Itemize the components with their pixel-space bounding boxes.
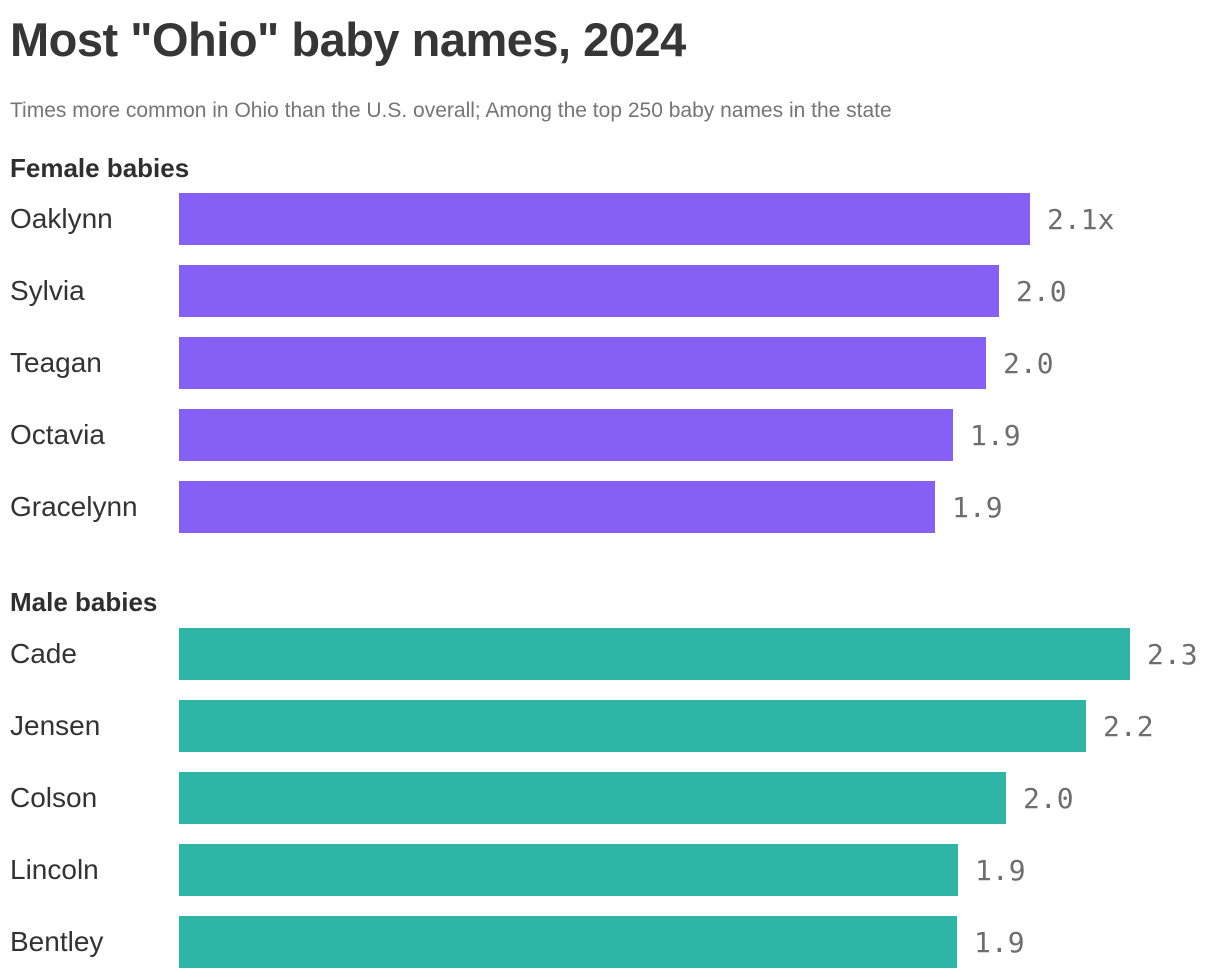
value-label: 2.0 — [1023, 781, 1074, 815]
value-label: 2.1x — [1047, 202, 1115, 236]
bar-female — [179, 193, 1030, 245]
name-label: Octavia — [10, 419, 105, 450]
bar-track: 2.1x — [179, 193, 1220, 245]
name-label: Lincoln — [10, 854, 99, 885]
bar-row-teagan: Teagan 2.0 — [10, 337, 1220, 389]
name-label: Cade — [10, 638, 77, 669]
value-label: 1.9 — [952, 490, 1003, 524]
bar-row-jensen: Jensen 2.2 — [10, 700, 1220, 752]
bar-track: 1.9 — [179, 844, 1220, 896]
bar-track: 2.3 — [179, 628, 1220, 680]
name-label: Teagan — [10, 347, 102, 378]
value-label: 1.9 — [975, 853, 1026, 887]
bar-track: 1.9 — [179, 409, 1220, 461]
bar-male — [179, 700, 1086, 752]
bar-row-octavia: Octavia 1.9 — [10, 409, 1220, 461]
bar-male — [179, 844, 958, 896]
female-section: Female babies Oaklynn 2.1x Sylvia 2.0 Te… — [10, 152, 1220, 533]
bar-female — [179, 481, 935, 533]
value-label: 1.9 — [970, 418, 1021, 452]
section-header-female: Female babies — [10, 153, 190, 183]
name-label: Colson — [10, 782, 98, 813]
bar-row-sylvia: Sylvia 2.0 — [10, 265, 1220, 317]
value-label: 1.9 — [974, 925, 1025, 959]
bar-row-cade: Cade 2.3 — [10, 628, 1220, 680]
bar-row-colson: Colson 2.0 — [10, 772, 1220, 824]
section-header-male: Male babies — [10, 587, 158, 617]
bar-row-oaklynn: Oaklynn 2.1x — [10, 193, 1220, 245]
chart-subtitle: Times more common in Ohio than the U.S. … — [10, 99, 892, 122]
bar-male — [179, 628, 1130, 680]
bar-track: 2.0 — [179, 265, 1220, 317]
bar-track: 2.2 — [179, 700, 1220, 752]
male-section: Male babies Cade 2.3 Jensen 2.2 Colson 2… — [10, 586, 1220, 968]
bar-male — [179, 772, 1006, 824]
name-label: Gracelynn — [10, 491, 138, 522]
bar-row-lincoln: Lincoln 1.9 — [10, 844, 1220, 896]
bar-track: 2.0 — [179, 772, 1220, 824]
bar-track: 1.9 — [179, 481, 1220, 533]
bar-female — [179, 409, 953, 461]
bar-track: 1.9 — [179, 916, 1220, 968]
value-label: 2.2 — [1103, 709, 1154, 743]
name-label: Oaklynn — [10, 203, 113, 234]
bar-female — [179, 265, 999, 317]
value-label: 2.0 — [1016, 274, 1067, 308]
bar-female — [179, 337, 986, 389]
bar-track: 2.0 — [179, 337, 1220, 389]
name-label: Bentley — [10, 926, 104, 957]
bar-male — [179, 916, 957, 968]
value-label: 2.0 — [1003, 346, 1054, 380]
value-label: 2.3 — [1147, 637, 1198, 671]
bar-row-gracelynn: Gracelynn 1.9 — [10, 481, 1220, 533]
name-label: Sylvia — [10, 275, 85, 306]
name-label: Jensen — [10, 710, 101, 741]
bar-row-bentley: Bentley 1.9 — [10, 916, 1220, 968]
page-title: Most "Ohio" baby names, 2024 — [10, 13, 686, 66]
